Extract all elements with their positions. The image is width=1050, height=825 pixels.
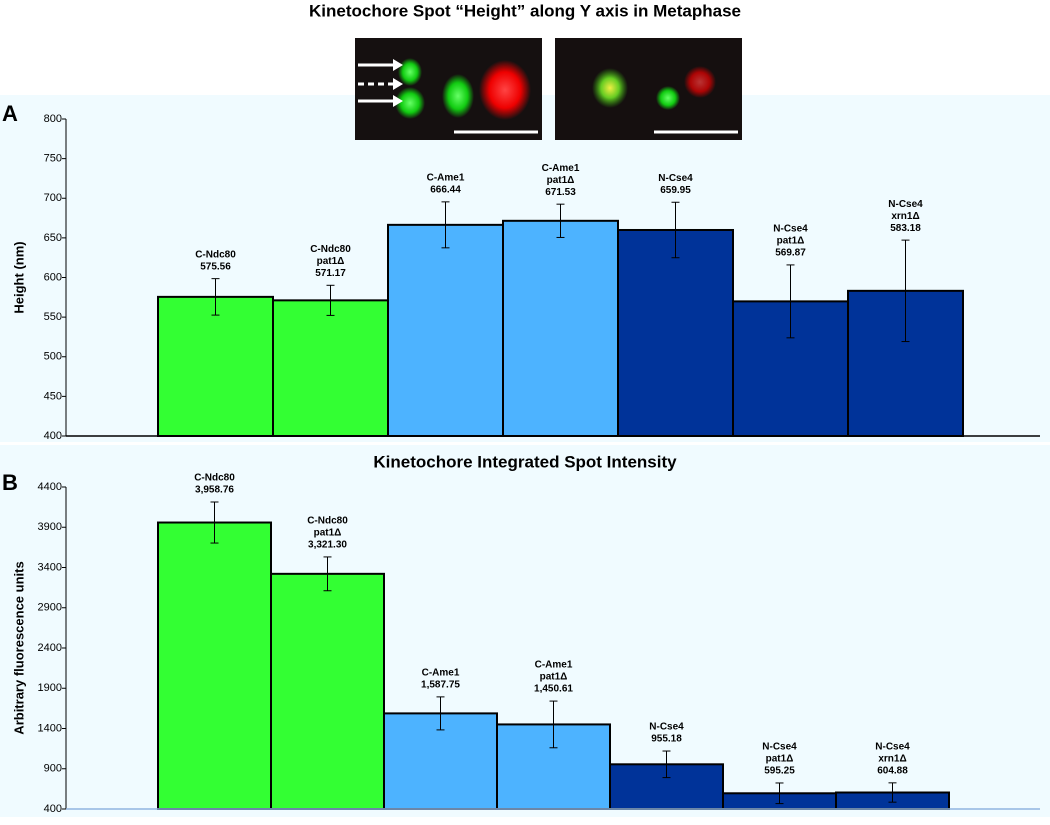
- value-label: 666.44: [430, 185, 461, 196]
- value-label: 955.18: [651, 734, 682, 745]
- micrograph-1: [355, 38, 542, 140]
- bar: [387, 223, 504, 437]
- category-label: C-Ame1: [422, 668, 460, 679]
- value-label: 659.95: [660, 185, 691, 196]
- value-label: 3,958.76: [195, 485, 234, 496]
- y-tick-label: 3900: [38, 521, 62, 533]
- value-label: 1,587.75: [421, 680, 460, 691]
- category-label: pat1Δ: [317, 256, 345, 267]
- category-label: N-Cse4: [658, 173, 693, 184]
- y-tick-label: 4400: [38, 481, 62, 493]
- y-tick-label: 400: [44, 803, 62, 815]
- y-tick-label: 1400: [38, 722, 62, 734]
- category-label: C-Ame1: [427, 173, 465, 184]
- category-label: C-Ndc80: [307, 516, 348, 527]
- bar: [157, 521, 272, 811]
- y-tick-label: 3400: [38, 561, 62, 573]
- value-label: 575.56: [200, 261, 231, 272]
- value-label: 3,321.30: [308, 540, 347, 551]
- error-bar: [786, 264, 795, 339]
- y-tick-label: 650: [44, 232, 62, 244]
- category-label: C-Ame1: [542, 163, 580, 174]
- value-label: 1,450.61: [534, 684, 573, 695]
- y-tick-label: 750: [44, 153, 62, 165]
- panel-label: A: [2, 101, 18, 126]
- error-bar: [888, 782, 897, 803]
- category-label: N-Cse4: [762, 742, 797, 753]
- chart-title: Kinetochore Integrated Spot Intensity: [373, 452, 677, 471]
- value-label: 571.17: [315, 268, 346, 279]
- category-label: pat1Δ: [777, 236, 805, 247]
- bar: [157, 295, 274, 438]
- y-tick-label: 400: [44, 430, 62, 442]
- figure-title: Kinetochore Spot “Height” along Y axis i…: [309, 1, 741, 20]
- error-bar: [211, 278, 220, 316]
- value-label: 671.53: [545, 187, 576, 198]
- value-label: 595.25: [764, 766, 795, 777]
- error-bar: [441, 201, 450, 249]
- error-bar: [326, 284, 335, 316]
- category-label: N-Cse4: [875, 741, 910, 752]
- micrograph-2: [555, 38, 742, 140]
- y-tick-label: 700: [44, 192, 62, 204]
- error-bar: [671, 201, 680, 259]
- y-tick-label: 2900: [38, 602, 62, 614]
- category-label: xrn1Δ: [878, 753, 906, 764]
- category-label: pat1Δ: [766, 754, 794, 765]
- category-label: pat1Δ: [314, 528, 342, 539]
- value-label: 604.88: [877, 765, 908, 776]
- category-label: N-Cse4: [773, 224, 808, 235]
- error-bar: [775, 782, 784, 805]
- y-tick-label: 500: [44, 351, 62, 363]
- error-bar: [323, 556, 332, 592]
- error-bar: [662, 750, 671, 779]
- value-label: 569.87: [775, 248, 806, 259]
- y-tick-label: 1900: [38, 682, 62, 694]
- y-axis-label: Arbitrary fluorescence units: [11, 561, 26, 734]
- category-label: C-Ndc80: [310, 244, 351, 255]
- category-label: C-Ame1: [535, 660, 573, 671]
- error-bar: [210, 501, 219, 544]
- y-tick-label: 450: [44, 390, 62, 402]
- y-tick-label: 900: [44, 763, 62, 775]
- category-label: C-Ndc80: [194, 473, 235, 484]
- bar: [270, 572, 385, 810]
- category-label: xrn1Δ: [891, 211, 919, 222]
- value-label: 583.18: [890, 223, 921, 234]
- error-bar: [549, 700, 558, 749]
- y-tick-label: 2400: [38, 642, 62, 654]
- category-label: C-Ndc80: [195, 249, 236, 260]
- error-bar: [901, 239, 910, 343]
- bar: [272, 299, 389, 437]
- category-label: pat1Δ: [540, 672, 568, 683]
- panel-label: B: [2, 470, 18, 495]
- y-axis-label: Height (nm): [11, 241, 26, 313]
- y-tick-label: 800: [44, 113, 62, 125]
- error-bar: [556, 203, 565, 238]
- category-label: pat1Δ: [547, 175, 575, 186]
- error-bar: [436, 696, 445, 731]
- category-label: N-Cse4: [649, 722, 684, 733]
- bar: [617, 228, 734, 437]
- category-label: N-Cse4: [888, 199, 923, 210]
- y-tick-label: 600: [44, 271, 62, 283]
- bar: [502, 219, 619, 437]
- y-tick-label: 550: [44, 311, 62, 323]
